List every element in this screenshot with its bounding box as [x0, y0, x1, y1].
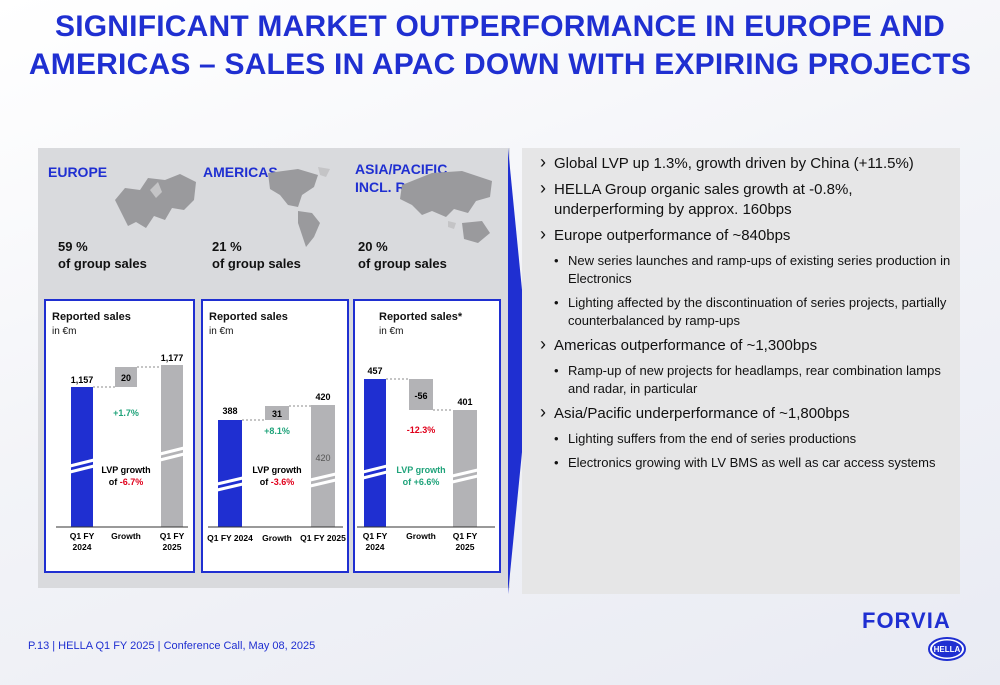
- bar-end: [453, 410, 477, 527]
- bar-start: [71, 387, 93, 527]
- panel-chevron: [508, 148, 530, 594]
- lvp-line-2: of -3.6%: [260, 477, 295, 487]
- region-europe-label: EUROPE: [48, 164, 108, 180]
- bullet-apac: Asia/Pacific underperformance of ~1,800b…: [538, 402, 958, 424]
- growth-pct: +1.7%: [113, 408, 139, 418]
- lvp-prefix: of: [403, 477, 414, 487]
- chart-unit: in €m: [379, 326, 404, 337]
- key-points-list: Global LVP up 1.3%, growth driven by Chi…: [538, 152, 958, 478]
- lvp-line-2: of +6.6%: [403, 477, 440, 487]
- x-label-1b: 2024: [366, 542, 385, 552]
- europe-waterfall: 1,157 20 1,177 +1.7% LVP growth of -6.7%…: [56, 353, 189, 552]
- sub-bullet-apac-1: Lighting suffers from the end of series …: [538, 430, 958, 448]
- lvp-prefix: of: [260, 477, 271, 487]
- region-apac-line-1: ASIA/PACIFIC: [355, 161, 448, 177]
- americas-sales-chart: Reported sales in €m 388 31 420 +8.1% 42…: [201, 299, 349, 573]
- hella-logo-text: HELLA: [934, 645, 961, 654]
- americas-share-value: 21 %: [212, 239, 242, 254]
- axis-break-right: [305, 471, 341, 489]
- x-label-1a: Q1 FY: [363, 531, 388, 541]
- lvp-prefix: of: [109, 477, 120, 487]
- bar-growth: [409, 379, 433, 410]
- chart-unit: in €m: [52, 326, 77, 337]
- sub-bullet-americas-1: Ramp-up of new projects for headlamps, r…: [538, 362, 958, 398]
- apac-share-label: of group sales: [358, 256, 447, 271]
- x-label-2: Growth: [262, 533, 292, 543]
- axis-break-left: [358, 463, 392, 481]
- bar-start: [364, 379, 386, 527]
- label-start: 457: [367, 366, 382, 376]
- label-growth: 20: [121, 373, 131, 383]
- europe-map-icon: [115, 174, 196, 228]
- americas-waterfall: 388 31 420 +8.1% 420 LVP growth of -3.6%…: [207, 392, 346, 543]
- bar-growth: [265, 406, 289, 420]
- apac-share-value: 20 %: [358, 239, 388, 254]
- lvp-line-2: of -6.7%: [109, 477, 144, 487]
- lvp-value: -6.7%: [120, 477, 144, 487]
- sub-bullet-europe-2: Lighting affected by the discontinuation…: [538, 294, 958, 330]
- apac-map-icon: [400, 171, 492, 243]
- bar-growth: [115, 367, 137, 387]
- growth-pct: -12.3%: [407, 425, 436, 435]
- label-end: 401: [457, 397, 472, 407]
- europe-sales-chart: Reported sales in €m 1,157 20 1,177 +1.7…: [44, 299, 195, 573]
- chart-title: Reported sales*: [379, 311, 463, 323]
- lvp-value: +6.6%: [414, 477, 440, 487]
- sub-bullet-europe-1: New series launches and ramp-ups of exis…: [538, 252, 958, 288]
- americas-share: 21 % of group sales: [212, 238, 301, 272]
- europe-share-value: 59 %: [58, 239, 88, 254]
- x-label-3b: 2025: [456, 542, 475, 552]
- page-title: SIGNIFICANT MARKET OUTPERFORMANCE IN EUR…: [0, 8, 1000, 84]
- x-label-3a: Q1 FY: [160, 531, 185, 541]
- axis-break-right: [155, 445, 189, 463]
- x-label-3b: 2025: [163, 542, 182, 552]
- bar-start: [218, 420, 242, 527]
- label-end: 420: [315, 392, 330, 402]
- x-label-1: Q1 FY 2024: [207, 533, 253, 543]
- chart-unit: in €m: [209, 326, 234, 337]
- apac-waterfall: 457 -56 401 -12.3% LVP growth of +6.6% Q…: [357, 366, 495, 552]
- chart-title: Reported sales: [209, 311, 288, 323]
- axis-break-left: [212, 475, 248, 493]
- bullet-americas: Americas outperformance of ~1,300bps: [538, 334, 958, 356]
- axis-break-right: [447, 467, 483, 485]
- label-start: 1,157: [71, 375, 94, 385]
- europe-share: 59 % of group sales: [58, 238, 147, 272]
- inner-end-label: 420: [315, 453, 330, 463]
- region-americas-label: AMERICAS: [203, 164, 278, 180]
- lvp-value: -3.6%: [271, 477, 295, 487]
- europe-share-label: of group sales: [58, 256, 147, 271]
- axis-break-left: [65, 457, 99, 475]
- bar-end: [161, 365, 183, 527]
- x-label-2: Growth: [111, 531, 141, 541]
- x-label-1b: 2024: [73, 542, 92, 552]
- chart-title: Reported sales: [52, 311, 131, 323]
- apac-share: 20 % of group sales: [358, 238, 447, 272]
- x-label-2: Growth: [406, 531, 436, 541]
- label-start: 388: [222, 406, 237, 416]
- bar-end: [311, 405, 335, 527]
- lvp-line-1: LVP growth: [396, 465, 445, 475]
- growth-pct: +8.1%: [264, 426, 290, 436]
- footer-text: P.13 | HELLA Q1 FY 2025 | Conference Cal…: [28, 640, 316, 652]
- americas-map-icon: [268, 167, 330, 247]
- forvia-logo: FORVIA: [862, 608, 951, 633]
- title-line-1: SIGNIFICANT MARKET OUTPERFORMANCE IN EUR…: [55, 10, 945, 43]
- apac-sales-chart: Reported sales* in €m 457 -56 401 -12.3%…: [353, 299, 501, 573]
- americas-share-label: of group sales: [212, 256, 301, 271]
- label-end: 1,177: [161, 353, 184, 363]
- label-growth: -56: [414, 391, 427, 401]
- hella-logo: HELLA: [928, 637, 966, 661]
- x-label-3a: Q1 FY: [453, 531, 478, 541]
- x-label-1a: Q1 FY: [70, 531, 95, 541]
- label-growth: 31: [272, 409, 282, 419]
- bullet-organic-growth: HELLA Group organic sales growth at -0.8…: [538, 178, 958, 220]
- x-label-3: Q1 FY 2025: [300, 533, 346, 543]
- lvp-line-1: LVP growth: [252, 465, 301, 475]
- title-line-2: AMERICAS – SALES IN APAC DOWN WITH EXPIR…: [28, 48, 972, 81]
- bullet-global-lvp: Global LVP up 1.3%, growth driven by Chi…: [538, 152, 958, 174]
- lvp-line-1: LVP growth: [101, 465, 150, 475]
- bullet-europe: Europe outperformance of ~840bps: [538, 224, 958, 246]
- sub-bullet-apac-2: Electronics growing with LV BMS as well …: [538, 454, 958, 472]
